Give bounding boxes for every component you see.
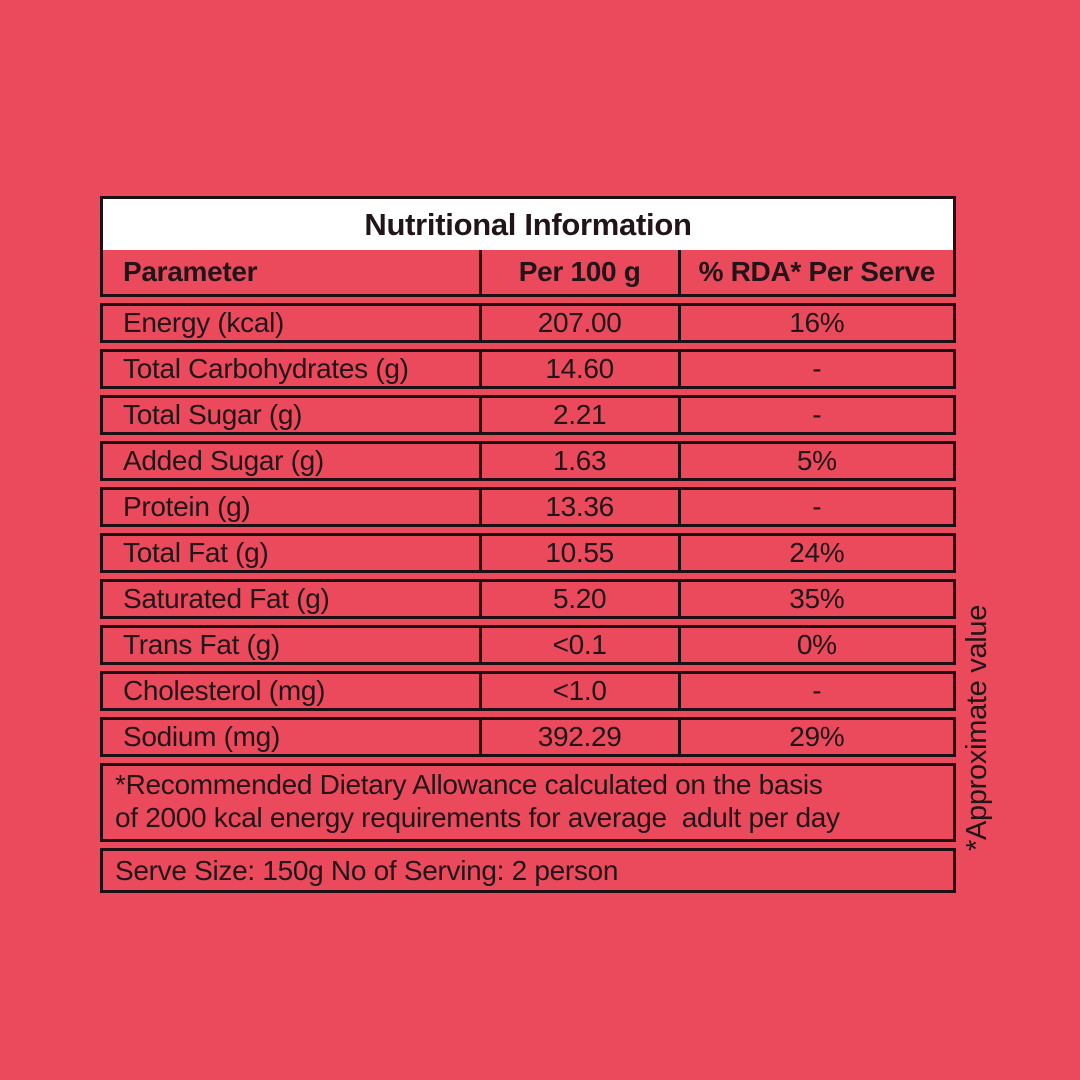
row-rda-value: - [677,674,953,708]
row-parameter-label: Sodium (mg) [123,721,280,752]
row-parameter-label: Total Fat (g) [123,537,269,568]
row-rda-value: - [677,352,953,386]
row-per-100g-value: 2.21 [478,398,678,432]
row-rda-value: - [677,490,953,524]
row-rda-value: 16% [677,306,953,340]
table-header-section: Nutritional Information Parameter Per 10… [100,196,956,297]
column-header-rda-per-serve: % RDA* Per Serve [677,250,953,294]
table-row: Energy (kcal) 207.00 16% [100,303,956,343]
column-header-row: Parameter Per 100 g % RDA* Per Serve [103,250,953,294]
row-per-100g-value: <0.1 [478,628,678,662]
row-per-100g-value: 14.60 [478,352,678,386]
row-parameter-label: Added Sugar (g) [123,445,324,476]
row-per-100g-value: 5.20 [478,582,678,616]
row-per-100g-value: 207.00 [478,306,678,340]
page-title: Nutritional Information [103,199,953,250]
table-row: Cholesterol (mg) <1.0 - [100,671,956,711]
row-parameter-label: Trans Fat (g) [123,629,280,660]
table-row: Sodium (mg) 392.29 29% [100,717,956,757]
row-per-100g-value: 392.29 [478,720,678,754]
row-parameter-label: Saturated Fat (g) [123,583,330,614]
column-header-parameter: Parameter [123,256,258,287]
rda-footnote: *Recommended Dietary Allowance calculate… [100,763,956,842]
row-rda-value: 0% [677,628,953,662]
rda-footnote-line1: *Recommended Dietary Allowance calculate… [115,769,823,800]
table-row: Protein (g) 13.36 - [100,487,956,527]
nutrition-table: Nutritional Information Parameter Per 10… [100,196,956,893]
table-row: Total Fat (g) 10.55 24% [100,533,956,573]
row-parameter-label: Protein (g) [123,491,251,522]
row-per-100g-value: 13.36 [478,490,678,524]
row-per-100g-value: <1.0 [478,674,678,708]
row-parameter-label: Cholesterol (mg) [123,675,326,706]
table-body: Energy (kcal) 207.00 16% Total Carbohydr… [100,303,956,757]
table-row: Total Carbohydrates (g) 14.60 - [100,349,956,389]
row-per-100g-value: 1.63 [478,444,678,478]
serve-size-info: Serve Size: 150g No of Serving: 2 person [100,848,956,893]
row-rda-value: 5% [677,444,953,478]
row-parameter-label: Total Carbohydrates (g) [123,353,409,384]
row-parameter-label: Energy (kcal) [123,307,285,338]
row-rda-value: 24% [677,536,953,570]
approximate-value-note: *Approximate value [961,604,993,851]
table-row: Saturated Fat (g) 5.20 35% [100,579,956,619]
row-rda-value: 29% [677,720,953,754]
table-row: Trans Fat (g) <0.1 0% [100,625,956,665]
table-row: Added Sugar (g) 1.63 5% [100,441,956,481]
table-row: Total Sugar (g) 2.21 - [100,395,956,435]
rda-footnote-line2: of 2000 kcal energy requirements for ave… [115,802,840,833]
row-rda-value: 35% [677,582,953,616]
row-rda-value: - [677,398,953,432]
row-per-100g-value: 10.55 [478,536,678,570]
row-parameter-label: Total Sugar (g) [123,399,303,430]
column-header-per-100g: Per 100 g [478,250,678,294]
